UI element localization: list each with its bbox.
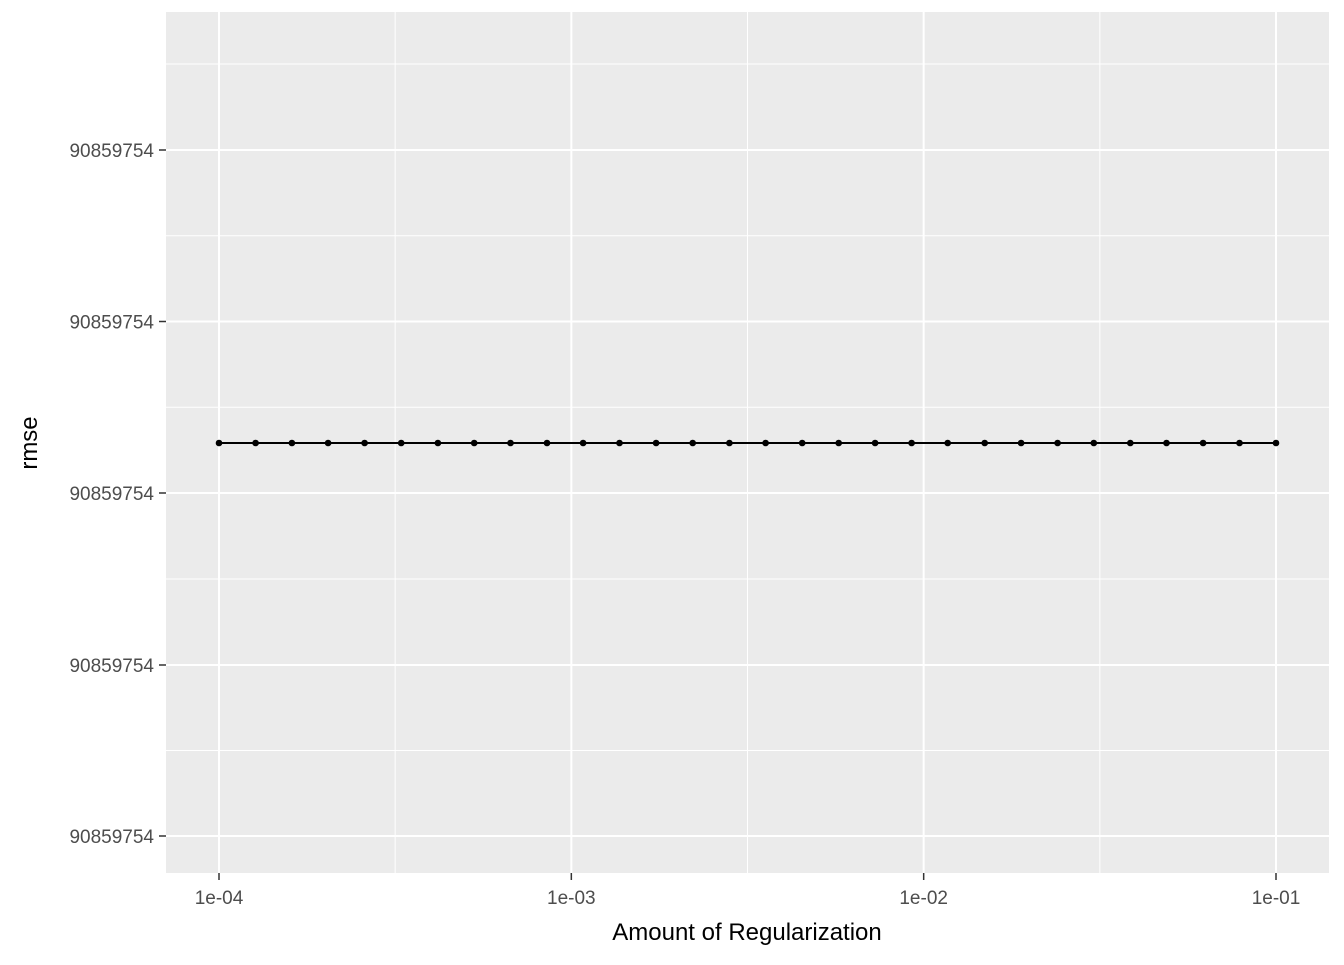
data-point: [397, 439, 405, 447]
data-point: [1272, 439, 1280, 447]
data-point: [288, 439, 296, 447]
data-point: [324, 439, 332, 447]
data-point: [579, 439, 587, 447]
data-point: [726, 439, 733, 447]
y-tick-label: 90859754: [69, 141, 154, 162]
data-point: [1017, 439, 1025, 447]
data-point: [616, 439, 623, 447]
data-point: [543, 439, 551, 447]
data-point: [252, 439, 259, 447]
series: [215, 439, 1280, 447]
data-point: [1236, 439, 1243, 447]
data-point: [689, 439, 696, 447]
data-point: [1090, 439, 1098, 447]
data-point: [361, 439, 368, 447]
data-point: [944, 439, 951, 447]
data-point: [762, 439, 769, 447]
data-point: [1199, 439, 1207, 447]
data-point: [434, 439, 442, 447]
axes: 90859754 90859754 90859754 90859754 90859754…: [69, 141, 1300, 909]
x-tick-label: 1e-01: [1252, 888, 1301, 909]
x-tick-label: 1e-02: [899, 888, 948, 909]
data-point: [908, 439, 915, 447]
x-tick-label: 1e-04: [195, 888, 244, 909]
y-tick-label: 90859754: [69, 313, 154, 334]
data-point: [798, 439, 806, 447]
y-tick-label: 90859754: [69, 827, 154, 848]
data-point: [981, 439, 988, 447]
data-point: [652, 439, 660, 447]
x-axis-title: Amount of Regularization: [612, 919, 881, 946]
data-point: [835, 439, 842, 447]
y-tick-label: 90859754: [69, 656, 154, 677]
data-point: [470, 439, 478, 447]
data-point: [215, 439, 223, 447]
x-tick-label: 1e-03: [547, 888, 596, 909]
data-point: [1054, 439, 1061, 447]
data-point: [1127, 439, 1134, 447]
y-axis-title: rmse: [16, 416, 43, 469]
y-tick-label: 90859754: [69, 484, 154, 505]
data-point: [1163, 439, 1170, 447]
data-point: [507, 439, 514, 447]
data-point: [871, 439, 879, 447]
